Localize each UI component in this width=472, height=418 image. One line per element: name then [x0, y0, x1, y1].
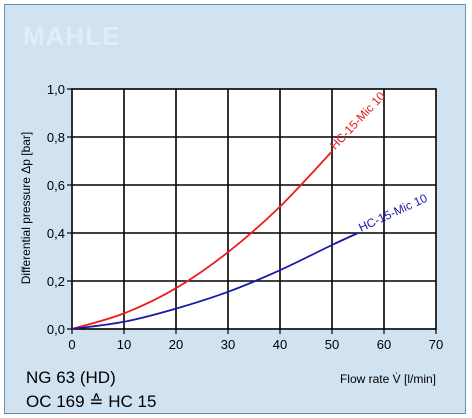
x-tick-label: 30 [221, 337, 235, 352]
x-tick-label: 10 [117, 337, 131, 352]
y-tick-label: 1,0 [47, 82, 65, 97]
y-tick-label: 0,6 [47, 178, 65, 193]
y-tick-label: 0,8 [47, 130, 65, 145]
mahle-logo: MAHLE [23, 21, 120, 51]
x-axis-label: Flow rate V̇ [l/min] [340, 372, 436, 386]
series-line-2 [71, 232, 359, 330]
y-tick-label: 0,0 [47, 322, 65, 337]
y-tick-label: 0,2 [47, 274, 65, 289]
x-tick-label: 40 [273, 337, 287, 352]
caption-size: NG 63 (HD) [26, 368, 116, 387]
x-tick-label: 20 [169, 337, 183, 352]
pressure-flow-chart: MAHLE 0 10 20 30 40 50 60 700,00,20,40,60,81,0 … [19, 21, 443, 386]
chart-panel: MAHLE 0 10 20 30 40 50 60 70 0,0 0,2 0,4 0,6 0,8 1,0 … [4, 4, 466, 414]
chart-ticks: 0 10 20 30 40 50 60 70 0,0 0,2 0,4 0,6 0,8 1,0 [47, 82, 443, 352]
chart-grid [71, 88, 437, 330]
plot-area [71, 88, 437, 330]
caption-element: OC 169 ≙ HC 15 [26, 392, 157, 411]
y-tick-label: 0,4 [47, 226, 65, 241]
x-tick-label: 70 [429, 337, 443, 352]
x-tick-label: 50 [325, 337, 339, 352]
y-axis-label: Differential pressure Δp [bar] [19, 132, 33, 285]
x-tick-label: 60 [377, 337, 391, 352]
x-tick-label: 0 [68, 337, 75, 352]
series-line-1 [71, 150, 333, 330]
